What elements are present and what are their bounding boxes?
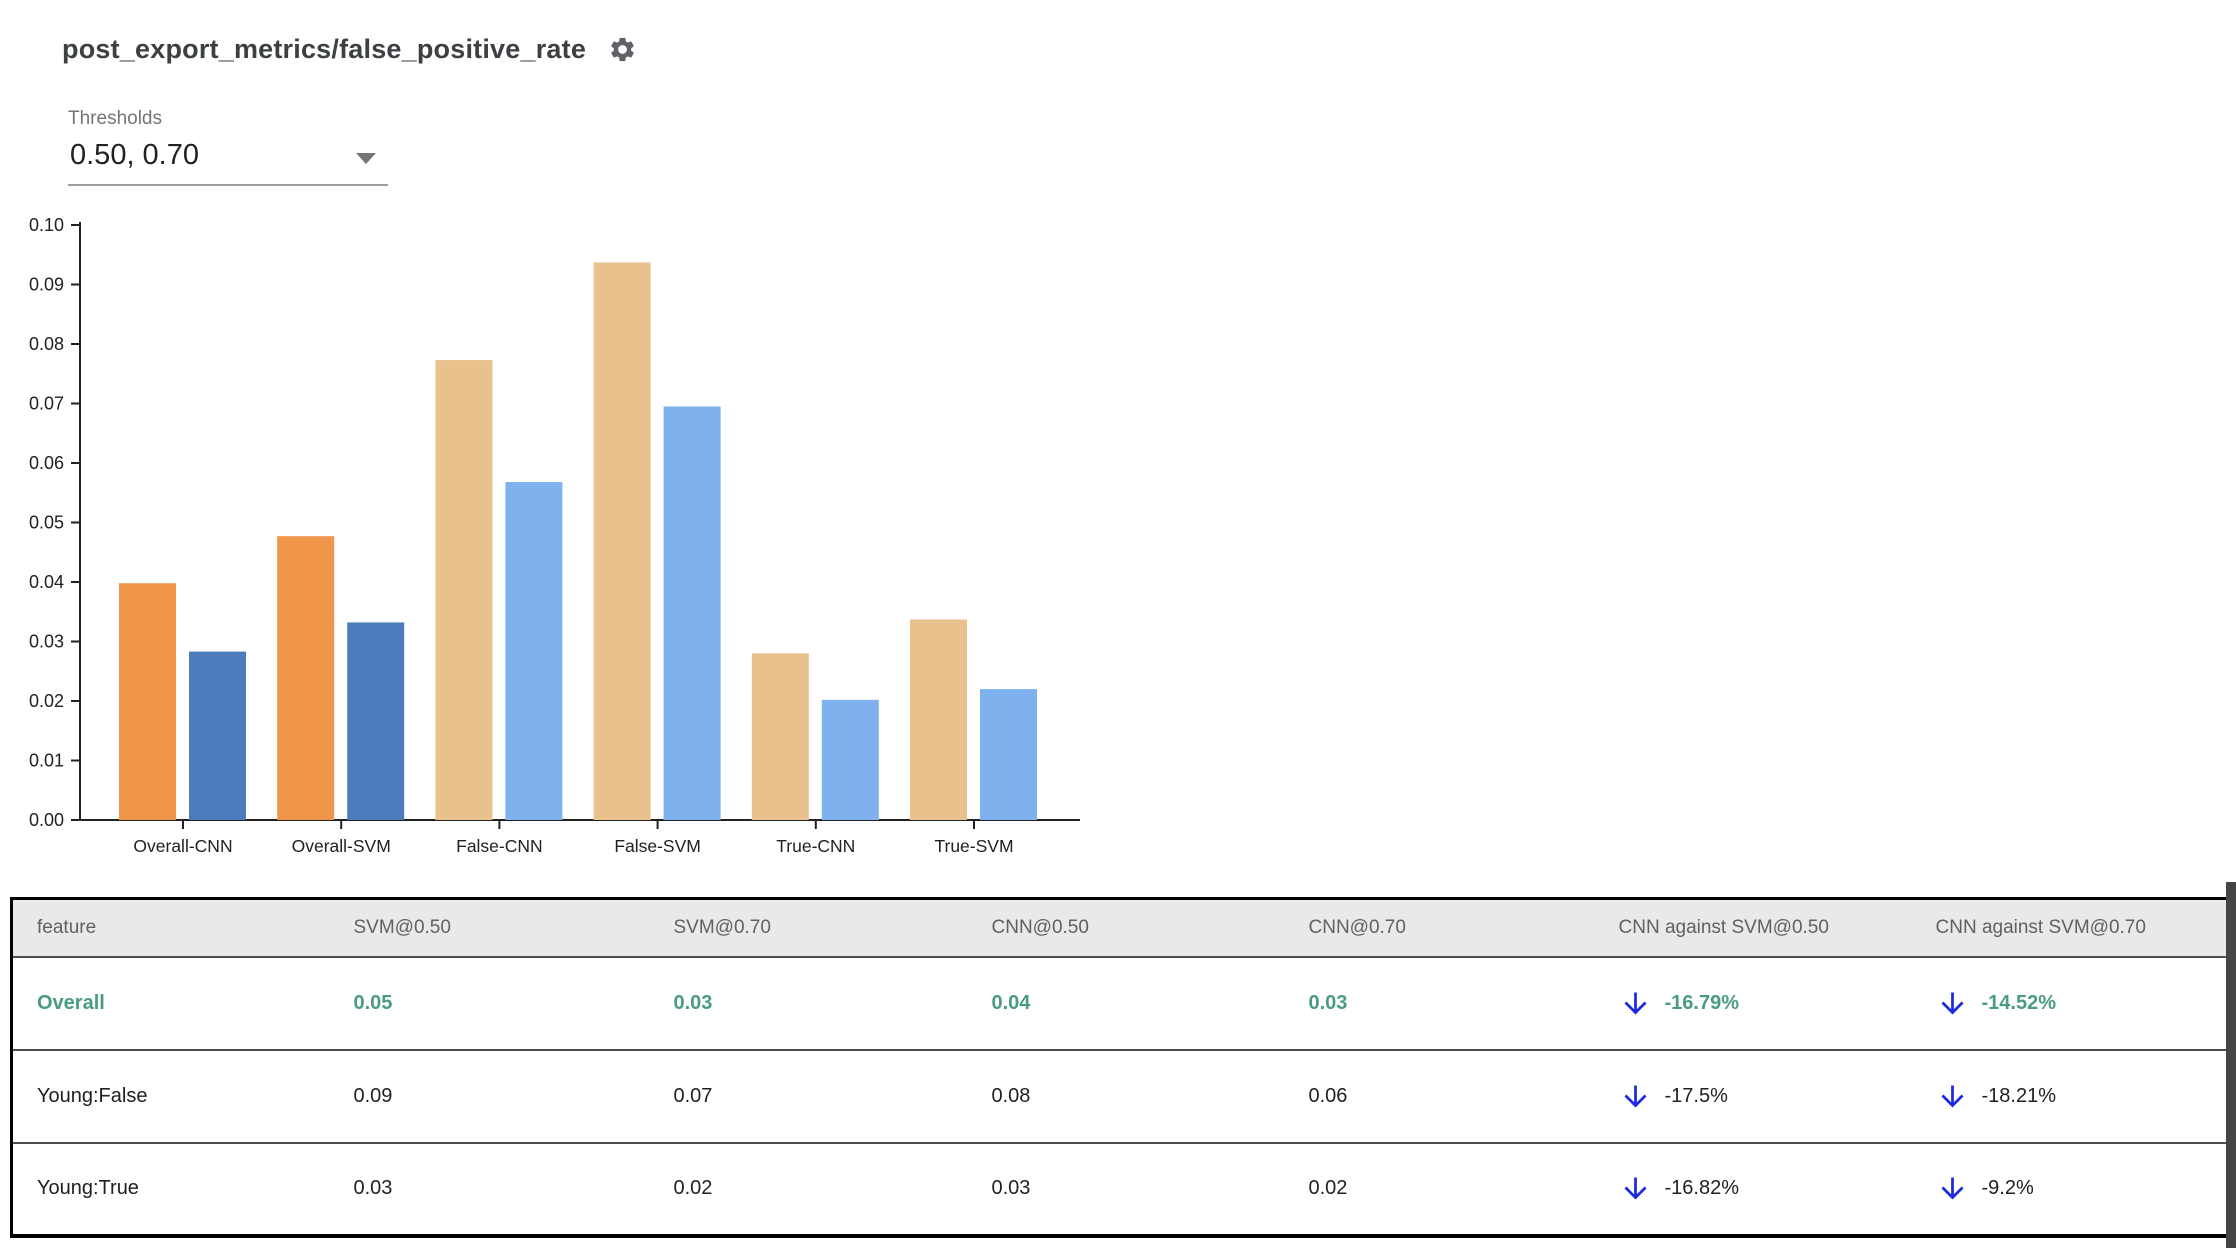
comparison-percent: -9.2% (1981, 1177, 2034, 1199)
metrics-table: feature SVM@0.50 SVM@0.70 CNN@0.50 CNN@0.70 C… (10, 897, 2226, 1238)
column-header-1: SVM@0.50 (353, 898, 674, 958)
arrow-downward-icon (1936, 1172, 1969, 1205)
y-axis-tick-label: 0.00 (29, 810, 64, 830)
y-axis-tick-label: 0.03 (29, 632, 64, 652)
bar-overall-cnn-t070[interactable] (189, 651, 246, 820)
comparison-percent: -17.5% (1664, 1084, 1728, 1107)
metric-value-cell: 0.02 (673, 1141, 992, 1236)
chevron-down-icon (356, 152, 376, 164)
x-axis-category-label: True-SVM (934, 836, 1013, 856)
bar-true-cnn-t050[interactable] (751, 653, 809, 820)
metric-value-cell: 0.05 (353, 991, 393, 1014)
y-axis-tick-label: 0.10 (29, 215, 64, 235)
table-row-young-false: Young:False 0.09 0.07 0.08 0.06 -17.5% -18.21% (11, 1048, 2226, 1143)
comparison-percent: -14.52% (1981, 991, 2057, 1014)
comparison-percent: -16.82% (1664, 1177, 1740, 1199)
feature-cell: Young:True (11, 1141, 354, 1236)
metric-value-cell: 0.07 (673, 1048, 992, 1143)
thresholds-label: Thresholds (68, 108, 162, 129)
feature-cell: Overall (37, 991, 105, 1014)
y-axis-tick-label: 0.07 (29, 394, 64, 414)
table-header-row: feature SVM@0.50 SVM@0.70 CNN@0.50 CNN@0.70 C… (11, 898, 2226, 958)
comparison-cell: -16.82% (1618, 1141, 1936, 1236)
metric-value-cell: 0.09 (353, 1048, 674, 1143)
bar-overall-svm-t050[interactable] (277, 536, 335, 820)
column-header-4: CNN@0.70 (1308, 898, 1619, 958)
bar-overall-cnn-t050[interactable] (119, 583, 176, 820)
metric-value-cell: 0.06 (1308, 1048, 1619, 1143)
x-axis-category-label: Overall-CNN (133, 836, 232, 856)
y-axis-tick-label: 0.08 (29, 334, 64, 354)
thresholds-field: Thresholds 0.50, 0.70 (68, 108, 388, 186)
y-axis-tick-label: 0.01 (29, 751, 64, 771)
x-axis-category-label: Overall-SVM (292, 836, 391, 856)
arrow-downward-icon (1936, 987, 1969, 1020)
metric-value-cell: 0.03 (1308, 991, 1348, 1014)
bar-false-cnn-t050[interactable] (435, 360, 493, 820)
bar-overall-svm-t070[interactable] (347, 622, 405, 820)
comparison-cell: -17.5% (1618, 1048, 1936, 1143)
column-header-5: CNN against SVM@0.50 (1618, 898, 1936, 958)
settings-gear-icon[interactable] (608, 35, 637, 64)
x-axis-category-label: False-SVM (614, 836, 701, 856)
comparison-percent: -18.21% (1981, 1084, 2057, 1107)
bar-true-cnn-t070[interactable] (821, 699, 879, 820)
column-header-6: CNN against SVM@0.70 (1935, 898, 2226, 958)
y-axis-tick-label: 0.05 (29, 513, 64, 533)
thresholds-value: 0.50, 0.70 (70, 138, 199, 171)
false-positive-rate-bar-chart: 0.00 0.01 0.02 0.03 0.04 0.05 0.06 0.07 0.08 0.09… (29, 215, 1080, 856)
column-header-0: feature (11, 898, 354, 958)
bar-true-svm-t050[interactable] (910, 619, 967, 820)
y-axis-tick-label: 0.09 (29, 275, 64, 295)
metric-value-cell: 0.08 (991, 1048, 1309, 1143)
comparison-cell: -18.21% (1935, 1048, 2226, 1143)
metric-value-cell: 0.02 (1308, 1141, 1619, 1236)
thresholds-select[interactable]: 0.50, 0.70 (68, 133, 388, 186)
feature-cell: Young:False (11, 1048, 354, 1143)
x-axis-category-label: False-CNN (456, 836, 543, 856)
column-header-2: SVM@0.70 (673, 898, 992, 958)
arrow-downward-icon (1619, 987, 1652, 1020)
bar-false-svm-t070[interactable] (663, 406, 721, 820)
arrow-downward-icon (1619, 1172, 1652, 1205)
metric-value-cell: 0.04 (991, 991, 1031, 1014)
widget-header: post_export_metrics/false_positive_rate (62, 34, 637, 65)
metric-title: post_export_metrics/false_positive_rate (62, 34, 587, 64)
bar-true-svm-t070[interactable] (980, 689, 1037, 820)
table-row-young-true: Young:True 0.03 0.02 0.03 0.02 -16.82% -9.2% (11, 1141, 2226, 1236)
bar-false-svm-t050[interactable] (593, 262, 651, 820)
table-row-overall: Overall 0.05 0.03 0.04 0.03 -16.79% -14.52% (11, 956, 2227, 1050)
y-axis-tick-label: 0.06 (29, 453, 64, 473)
metric-value-cell: 0.03 (991, 1141, 1309, 1236)
comparison-cell: -16.79% (1619, 957, 1936, 1050)
y-axis-tick-label: 0.04 (29, 572, 64, 592)
metric-value-cell: 0.03 (673, 991, 713, 1014)
x-axis-category-label: True-CNN (776, 836, 855, 856)
y-axis-tick-label: 0.02 (29, 691, 64, 711)
table-vertical-scrollbar[interactable] (2226, 882, 2236, 1248)
column-header-3: CNN@0.50 (991, 898, 1309, 958)
bar-false-cnn-t070[interactable] (505, 482, 563, 820)
metric-value-cell: 0.03 (353, 1141, 674, 1236)
arrow-downward-icon (1936, 1080, 1969, 1113)
comparison-cell: -14.52% (1936, 957, 2227, 1050)
comparison-percent: -16.79% (1664, 991, 1740, 1014)
arrow-downward-icon (1619, 1080, 1652, 1113)
comparison-cell: -9.2% (1935, 1141, 2226, 1236)
